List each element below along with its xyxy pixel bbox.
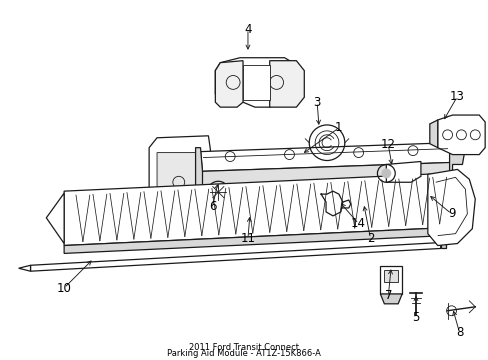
- Text: 6: 6: [208, 201, 216, 213]
- Polygon shape: [380, 294, 401, 304]
- Text: 11: 11: [240, 232, 255, 245]
- Polygon shape: [46, 193, 64, 243]
- Text: 7: 7: [384, 289, 391, 302]
- Polygon shape: [19, 265, 30, 271]
- Polygon shape: [440, 243, 445, 248]
- Polygon shape: [437, 115, 484, 154]
- Text: Parking Aid Module - AT1Z-15K866-A: Parking Aid Module - AT1Z-15K866-A: [167, 349, 320, 358]
- Polygon shape: [200, 143, 451, 171]
- Polygon shape: [215, 58, 296, 107]
- Text: 12: 12: [380, 138, 395, 151]
- Polygon shape: [269, 61, 304, 107]
- Text: 4: 4: [244, 23, 251, 36]
- Polygon shape: [64, 174, 444, 246]
- Text: 2011 Ford Transit Connect: 2011 Ford Transit Connect: [189, 343, 298, 352]
- Polygon shape: [386, 162, 420, 182]
- Polygon shape: [30, 243, 440, 271]
- Text: 14: 14: [350, 217, 366, 230]
- Text: 8: 8: [455, 326, 462, 339]
- Circle shape: [381, 168, 390, 178]
- Polygon shape: [215, 61, 243, 107]
- Polygon shape: [200, 162, 451, 186]
- Text: 1: 1: [334, 121, 342, 134]
- Polygon shape: [427, 170, 474, 246]
- Bar: [384, 270, 397, 282]
- Text: 9: 9: [447, 207, 454, 220]
- Text: 5: 5: [411, 311, 419, 324]
- Bar: [243, 65, 269, 100]
- Polygon shape: [195, 148, 202, 201]
- Polygon shape: [157, 153, 203, 209]
- Text: 10: 10: [57, 282, 71, 294]
- Text: 13: 13: [449, 90, 464, 103]
- Polygon shape: [429, 120, 437, 148]
- Polygon shape: [448, 143, 465, 192]
- Text: 2: 2: [366, 232, 373, 245]
- Text: 3: 3: [313, 96, 320, 109]
- Polygon shape: [64, 228, 444, 253]
- Polygon shape: [149, 136, 210, 219]
- Bar: [380, 266, 401, 294]
- Polygon shape: [200, 177, 451, 201]
